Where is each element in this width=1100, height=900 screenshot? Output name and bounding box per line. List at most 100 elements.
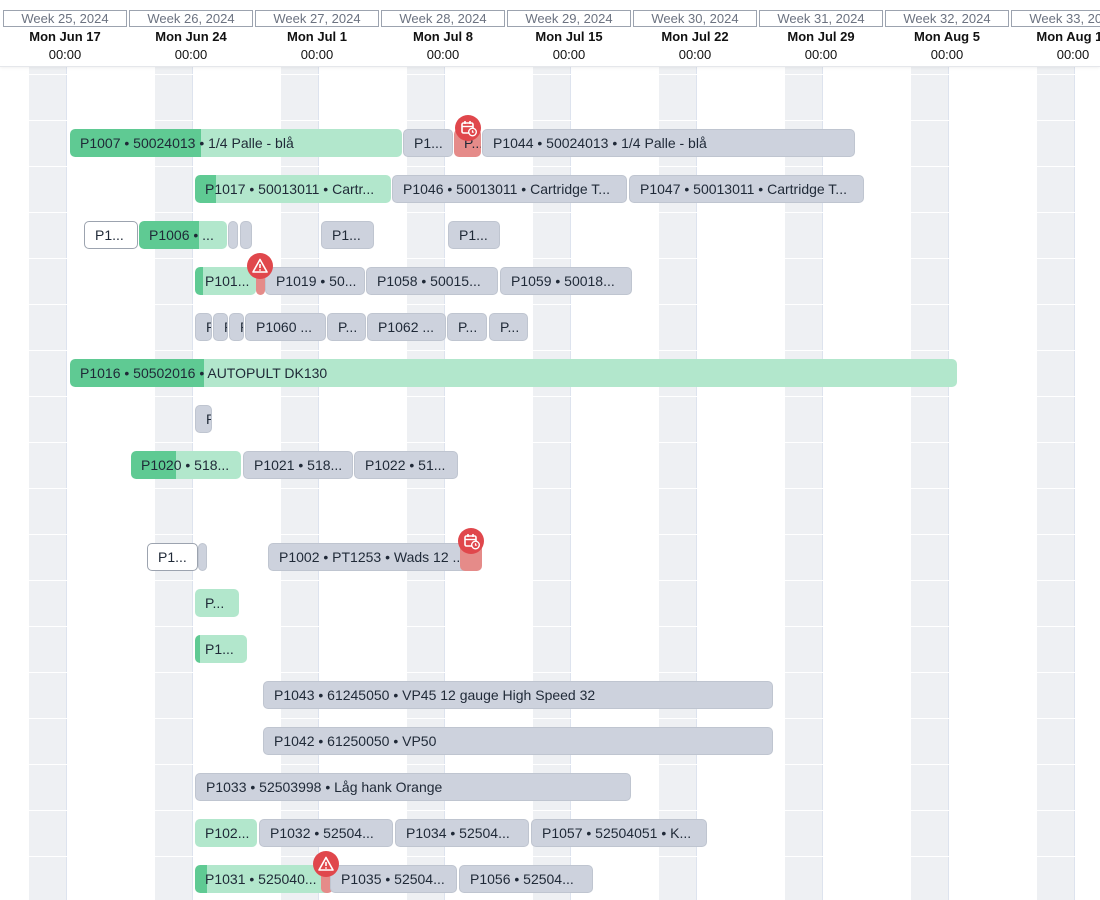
task-bar[interactable]: P... bbox=[195, 589, 239, 617]
task-bar[interactable]: P1043 • 61245050 • VP45 12 gauge High Sp… bbox=[263, 681, 773, 709]
task-bar[interactable]: P... bbox=[447, 313, 487, 341]
row-line bbox=[0, 672, 1100, 673]
task-label: P1... bbox=[95, 227, 124, 243]
week-column: Week 33, 2024 Mon Aug 12 00:00 bbox=[1011, 0, 1100, 64]
task-bar[interactable]: P1... bbox=[448, 221, 500, 249]
progress-fill bbox=[131, 451, 176, 479]
task-bar[interactable]: P1... bbox=[84, 221, 138, 249]
task-bar[interactable]: P1... bbox=[195, 635, 247, 663]
task-label: P... bbox=[338, 319, 358, 335]
task-bar[interactable]: P1058 • 50015... bbox=[366, 267, 498, 295]
progress-fill bbox=[195, 635, 200, 663]
task-bar[interactable]: P1016 • 50502016 • AUTOPULT DK130 bbox=[70, 359, 957, 387]
task-label: I bbox=[251, 227, 252, 243]
task-label: P1... bbox=[332, 227, 361, 243]
task-bar[interactable]: P1006 • ... bbox=[139, 221, 227, 249]
day-label: Mon Jul 15 bbox=[535, 29, 603, 44]
day-line bbox=[192, 66, 193, 900]
progress-fill bbox=[195, 267, 203, 295]
task-bar[interactable]: P bbox=[213, 313, 228, 341]
task-bar[interactable]: P101... bbox=[195, 267, 256, 295]
task-label: P1047 • 50013011 • Cartridge T... bbox=[640, 181, 847, 197]
task-bar[interactable]: P1034 • 52504... bbox=[395, 819, 529, 847]
task-bar[interactable]: P1032 • 52504... bbox=[259, 819, 393, 847]
task-label: P... bbox=[500, 319, 520, 335]
task-label: P1035 • 52504... bbox=[341, 871, 445, 887]
schedule-alert-icon[interactable] bbox=[458, 528, 484, 554]
task-label: P1002 • PT1253 • Wads 12 ... bbox=[279, 549, 465, 565]
task-bar[interactable]: P1062 ... bbox=[367, 313, 446, 341]
task-bar[interactable]: P1057 • 52504051 • K... bbox=[531, 819, 707, 847]
task-bar[interactable]: P1059 • 50018... bbox=[500, 267, 632, 295]
day-label: Mon Jul 29 bbox=[787, 29, 855, 44]
task-bar[interactable]: P... bbox=[327, 313, 366, 341]
task-label: P1032 • 52504... bbox=[270, 825, 374, 841]
time-label: 00:00 bbox=[678, 47, 712, 62]
day-label: Mon Jun 17 bbox=[29, 29, 101, 44]
week-label: Week 30, 2024 bbox=[633, 10, 757, 27]
task-bar[interactable]: P1... bbox=[147, 543, 198, 571]
progress-fill bbox=[195, 175, 216, 203]
row-line bbox=[0, 764, 1100, 765]
warning-icon[interactable] bbox=[313, 851, 339, 877]
task-label: P1... bbox=[158, 549, 187, 565]
day-label: Mon Aug 12 bbox=[1036, 29, 1100, 44]
task-bar[interactable]: P1... bbox=[403, 129, 453, 157]
row-line bbox=[0, 258, 1100, 259]
task-label: P1031 • 525040... bbox=[205, 871, 317, 887]
task-bar[interactable]: P bbox=[195, 313, 212, 341]
task-label: P1062 ... bbox=[378, 319, 435, 335]
schedule-alert-icon[interactable] bbox=[455, 115, 481, 141]
task-bar[interactable]: P bbox=[195, 405, 212, 433]
weekend-stripe bbox=[659, 66, 696, 900]
task-bar[interactable]: P1033 • 52503998 • Låg hank Orange bbox=[195, 773, 631, 801]
task-bar[interactable] bbox=[228, 221, 238, 249]
task-label: P1021 • 518... bbox=[254, 457, 343, 473]
weekend-stripe bbox=[911, 66, 948, 900]
week-column: Week 27, 2024 Mon Jul 1 00:00 bbox=[255, 0, 379, 64]
task-bar[interactable]: P1019 • 50... bbox=[265, 267, 365, 295]
task-bar[interactable]: P1047 • 50013011 • Cartridge T... bbox=[629, 175, 864, 203]
weekend-stripe bbox=[533, 66, 570, 900]
week-column: Week 32, 2024 Mon Aug 5 00:00 bbox=[885, 0, 1009, 64]
warning-icon[interactable] bbox=[247, 253, 273, 279]
row-line bbox=[0, 396, 1100, 397]
task-bar[interactable] bbox=[198, 543, 207, 571]
task-bar[interactable] bbox=[256, 267, 265, 295]
task-bar[interactable]: P1060 ... bbox=[245, 313, 326, 341]
task-bar[interactable]: P1042 • 61250050 • VP50 bbox=[263, 727, 773, 755]
task-bar[interactable]: P... bbox=[489, 313, 528, 341]
task-label: P1059 • 50018... bbox=[511, 273, 615, 289]
time-label: 00:00 bbox=[48, 47, 82, 62]
task-label: P1022 • 51... bbox=[365, 457, 446, 473]
task-bar[interactable]: P1017 • 50013011 • Cartr... bbox=[195, 175, 391, 203]
task-bar[interactable]: P1044 • 50024013 • 1/4 Palle - blå bbox=[482, 129, 855, 157]
week-column: Week 30, 2024 Mon Jul 22 00:00 bbox=[633, 0, 757, 64]
row-line bbox=[0, 350, 1100, 351]
week-label: Week 26, 2024 bbox=[129, 10, 253, 27]
task-bar[interactable]: P102... bbox=[195, 819, 257, 847]
row-line bbox=[0, 120, 1100, 121]
task-label: P1046 • 50013011 • Cartridge T... bbox=[403, 181, 610, 197]
task-label: P1016 • 50502016 • AUTOPULT DK130 bbox=[80, 365, 328, 381]
day-line bbox=[570, 66, 571, 900]
task-bar[interactable]: P1056 • 52504... bbox=[459, 865, 593, 893]
task-bar[interactable]: P bbox=[229, 313, 244, 341]
task-bar[interactable]: P1046 • 50013011 • Cartridge T... bbox=[392, 175, 627, 203]
day-line bbox=[66, 66, 67, 900]
task-bar[interactable]: P1022 • 51... bbox=[354, 451, 458, 479]
task-bar[interactable]: I bbox=[240, 221, 252, 249]
task-bar[interactable]: P1035 • 52504... bbox=[330, 865, 457, 893]
task-bar[interactable]: P1... bbox=[321, 221, 374, 249]
time-label: 00:00 bbox=[930, 47, 964, 62]
task-bar[interactable]: P1007 • 50024013 • 1/4 Palle - blå bbox=[70, 129, 402, 157]
weekend-stripe bbox=[155, 66, 192, 900]
week-label: Week 28, 2024 bbox=[381, 10, 505, 27]
task-bar[interactable]: P1031 • 525040... bbox=[195, 865, 330, 893]
task-label: P1017 • 50013011 • Cartr... bbox=[205, 181, 375, 197]
task-bar[interactable]: P1021 • 518... bbox=[243, 451, 353, 479]
task-bar[interactable]: P1002 • PT1253 • Wads 12 ... bbox=[268, 543, 470, 571]
task-label: P1043 • 61245050 • VP45 12 gauge High Sp… bbox=[274, 687, 596, 703]
task-bar[interactable]: P1020 • 518... bbox=[131, 451, 241, 479]
day-label: Mon Jul 1 bbox=[287, 29, 347, 44]
